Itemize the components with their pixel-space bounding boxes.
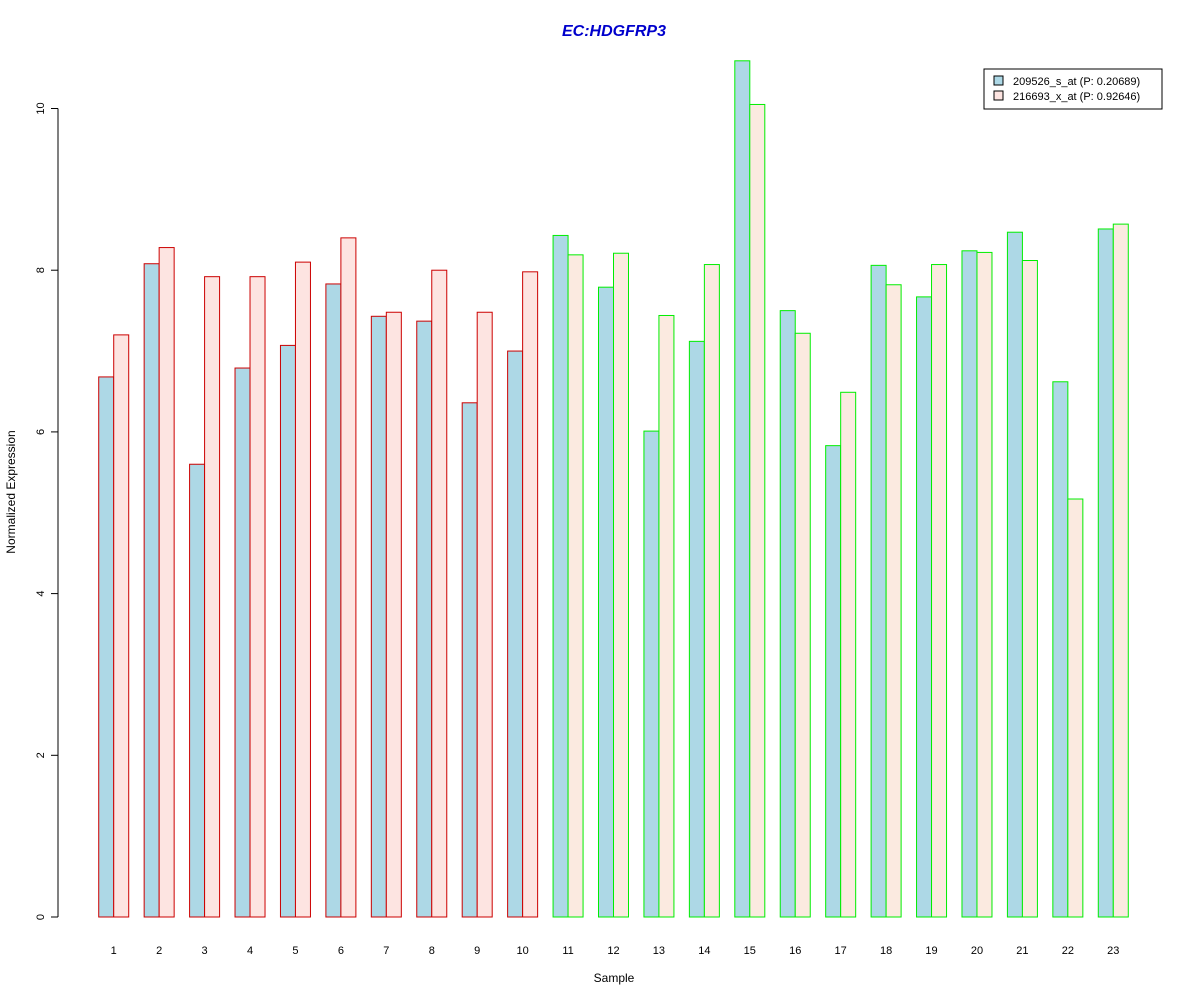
y-tick-label: 6 (35, 429, 47, 435)
y-tick-label: 10 (35, 102, 47, 114)
bar-sample-21-series-2 (1021, 260, 1038, 918)
bar-sample-7-series-1 (370, 315, 387, 918)
y-tick-label: 0 (35, 914, 47, 920)
bar-sample-3-series-2 (204, 276, 221, 918)
bar-sample-15-series-2 (749, 103, 766, 918)
bar-sample-1-series-1 (98, 376, 115, 918)
legend-label-209526: 209526_s_at (P: 0.20689) (1013, 76, 1140, 88)
x-tick-label: 10 (517, 945, 529, 957)
y-tick-label: 4 (35, 591, 47, 597)
y-tick-label: 8 (35, 267, 47, 273)
x-tick-label: 12 (607, 945, 619, 957)
bar-sample-21-series-1 (1006, 231, 1023, 918)
x-tick-label: 15 (744, 945, 756, 957)
y-axis: 0 2 4 6 8 10 (35, 102, 59, 920)
bar-sample-18-series-1 (870, 264, 887, 918)
bar-sample-15-series-1 (734, 60, 751, 918)
bars-group (98, 60, 1129, 918)
x-tick-labels: 1 2 3 4 5 6 7 8 9 10 11 12 13 14 15 16 17 18 19 20 21 22 23 (111, 945, 1120, 957)
bar-sample-14-series-2 (703, 264, 720, 918)
x-tick-label: 20 (971, 945, 983, 957)
x-tick-label: 5 (292, 945, 298, 957)
bar-sample-23-series-2 (1112, 223, 1129, 918)
bar-sample-7-series-2 (385, 311, 402, 918)
bar-sample-20-series-1 (961, 250, 978, 918)
bar-sample-23-series-1 (1097, 228, 1114, 918)
bar-sample-18-series-2 (885, 284, 902, 918)
bar-sample-3-series-1 (189, 463, 206, 918)
bar-sample-19-series-2 (931, 264, 948, 918)
legend-label-216693: 216693_x_at (P: 0.92646) (1013, 91, 1140, 103)
bar-sample-4-series-2 (249, 276, 266, 918)
x-tick-label: 3 (202, 945, 208, 957)
bar-sample-1-series-2 (113, 334, 130, 918)
bar-sample-11-series-2 (567, 254, 584, 918)
chart-title: EC:HDGFRP3 (562, 23, 666, 40)
legend-swatch-209526 (993, 75, 1004, 86)
x-tick-label: 22 (1062, 945, 1074, 957)
bar-sample-8-series-2 (431, 269, 448, 918)
bar-sample-4-series-1 (234, 367, 251, 918)
x-tick-label: 4 (247, 945, 253, 957)
bar-sample-22-series-2 (1067, 498, 1084, 918)
x-tick-label: 8 (429, 945, 435, 957)
x-tick-label: 13 (653, 945, 665, 957)
x-tick-label: 23 (1107, 945, 1119, 957)
bar-sample-13-series-1 (643, 430, 660, 918)
bar-sample-17-series-1 (825, 445, 842, 918)
x-tick-label: 2 (156, 945, 162, 957)
bar-sample-19-series-1 (916, 296, 933, 918)
x-tick-label: 9 (474, 945, 480, 957)
bar-sample-20-series-2 (976, 251, 993, 918)
bar-sample-6-series-1 (325, 283, 342, 918)
bar-sample-10-series-1 (507, 350, 524, 918)
legend-box (983, 68, 1163, 110)
bar-sample-16-series-1 (779, 310, 796, 918)
y-axis-title: Normalized Expression (4, 430, 18, 553)
bar-sample-11-series-1 (552, 234, 569, 918)
bar-sample-12-series-2 (613, 252, 629, 918)
bar-sample-14-series-1 (688, 340, 705, 918)
y-tick-label: 2 (35, 752, 47, 758)
x-tick-label: 11 (562, 945, 573, 957)
bar-sample-16-series-2 (794, 332, 811, 918)
legend-swatch-216693 (993, 90, 1004, 101)
bar-sample-8-series-1 (416, 320, 433, 918)
bar-sample-6-series-2 (340, 237, 357, 918)
x-tick-label: 18 (880, 945, 892, 957)
x-tick-label: 7 (383, 945, 389, 957)
bar-sample-22-series-1 (1052, 381, 1069, 918)
x-tick-label: 21 (1016, 945, 1028, 957)
bar-sample-5-series-2 (294, 261, 311, 918)
x-axis-title: Sample (594, 971, 635, 985)
bar-sample-2-series-1 (143, 263, 160, 918)
bar-sample-12-series-1 (598, 286, 614, 918)
x-tick-label: 16 (789, 945, 801, 957)
x-tick-label: 14 (698, 945, 710, 957)
bar-sample-9-series-1 (461, 402, 478, 918)
legend: 209526_s_at (P: 0.20689) 216693_x_at (P:… (983, 68, 1163, 110)
bar-sample-10-series-2 (522, 271, 539, 918)
bar-sample-5-series-1 (279, 344, 296, 918)
x-tick-label: 6 (338, 945, 344, 957)
bar-sample-17-series-2 (840, 391, 857, 918)
x-tick-label: 19 (925, 945, 937, 957)
x-tick-label: 17 (835, 945, 847, 957)
bar-sample-13-series-2 (658, 314, 675, 918)
bar-sample-2-series-2 (158, 247, 175, 918)
x-tick-label: 1 (111, 945, 117, 957)
bar-sample-9-series-2 (476, 311, 493, 918)
